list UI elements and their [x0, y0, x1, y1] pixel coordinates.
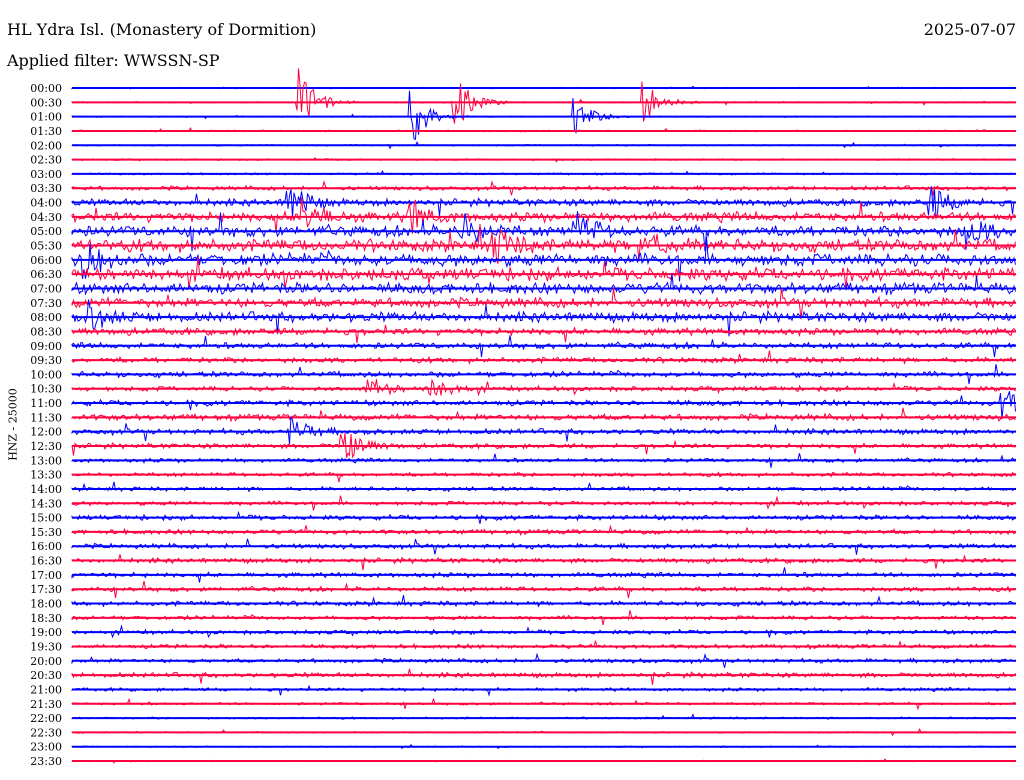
time-tick-label: 10:30 — [30, 383, 62, 396]
time-tick-label: 05:30 — [30, 240, 62, 253]
time-tick-label: 14:30 — [30, 497, 62, 510]
time-tick-label: 13:30 — [30, 469, 62, 482]
trace-row-1130 — [71, 407, 1016, 423]
time-tick-label: 22:00 — [30, 712, 62, 725]
time-tick-label: 18:00 — [30, 598, 62, 611]
time-tick-label: 02:00 — [30, 139, 62, 152]
trace-row-0700 — [71, 273, 1016, 296]
time-tick-label: 21:00 — [30, 683, 62, 696]
time-tick-label: 09:00 — [30, 340, 62, 353]
time-tick-label: 05:00 — [30, 225, 62, 238]
time-tick-label: 11:30 — [30, 411, 62, 424]
time-tick-label: 07:00 — [30, 282, 62, 295]
time-tick-label: 04:30 — [30, 211, 62, 224]
time-tick-label: 12:00 — [30, 426, 62, 439]
trace-row-2100 — [71, 684, 1016, 697]
time-tick-label: 15:30 — [30, 526, 62, 539]
time-tick-label: 04:00 — [30, 197, 62, 210]
time-tick-label: 02:30 — [30, 154, 62, 167]
trace-row-1530 — [71, 524, 1016, 537]
time-tick-label: 08:00 — [30, 311, 62, 324]
trace-row-1800 — [71, 594, 1016, 608]
trace-row-0530 — [71, 223, 1016, 264]
trace-row-0900 — [71, 335, 1016, 358]
time-tick-label: 20:30 — [30, 669, 62, 682]
time-tick-label: 11:00 — [30, 397, 62, 410]
time-tick-label: 03:30 — [30, 182, 62, 195]
trace-row-1200 — [71, 416, 1016, 444]
trace-row-1930 — [71, 640, 1016, 650]
trace-row-0030 — [71, 68, 1016, 124]
time-tick-label: 08:30 — [30, 325, 62, 338]
time-tick-label: 06:00 — [30, 254, 62, 267]
time-tick-label: 00:00 — [30, 82, 62, 95]
station-title: HL Ydra Isl. (Monastery of Dormition) — [7, 20, 317, 39]
time-tick-label: 17:30 — [30, 583, 62, 596]
trace-row-1100 — [71, 391, 1016, 420]
date-label: 2025-07-07 — [923, 20, 1016, 39]
time-tick-label: 12:30 — [30, 440, 62, 453]
trace-row-0830 — [71, 324, 1016, 344]
time-tick-label: 18:30 — [30, 612, 62, 625]
time-tick-label: 19:30 — [30, 640, 62, 653]
trace-row-1030 — [71, 378, 1016, 397]
time-tick-label: 19:00 — [30, 626, 62, 639]
time-tick-label: 16:00 — [30, 540, 62, 553]
time-tick-label: 03:00 — [30, 168, 62, 181]
time-tick-label: 09:30 — [30, 354, 62, 367]
trace-row-0930 — [71, 350, 1016, 365]
time-tick-label: 14:00 — [30, 483, 62, 496]
time-tick-label: 23:00 — [30, 741, 62, 754]
time-tick-label: 01:00 — [30, 111, 62, 124]
filter-label: Applied filter: WWSSN-SP — [7, 51, 220, 70]
trace-row-1630 — [71, 554, 1016, 571]
time-tick-label: 07:30 — [30, 297, 62, 310]
trace-row-0100 — [71, 90, 1016, 140]
time-tick-label: 10:00 — [30, 368, 62, 381]
time-tick-label: 15:00 — [30, 512, 62, 525]
time-tick-label: 21:30 — [30, 698, 62, 711]
trace-row-2030 — [71, 668, 1016, 685]
time-tick-label: 00:30 — [30, 96, 62, 109]
time-tick-label: 20:00 — [30, 655, 62, 668]
time-tick-label: 01:30 — [30, 125, 62, 138]
time-tick-label: 23:30 — [30, 755, 62, 768]
time-tick-label: 22:30 — [30, 726, 62, 739]
time-tick-label: 16:30 — [30, 555, 62, 568]
time-tick-label: 17:00 — [30, 569, 62, 582]
time-tick-label: 06:30 — [30, 268, 62, 281]
time-tick-label: 13:00 — [30, 454, 62, 467]
